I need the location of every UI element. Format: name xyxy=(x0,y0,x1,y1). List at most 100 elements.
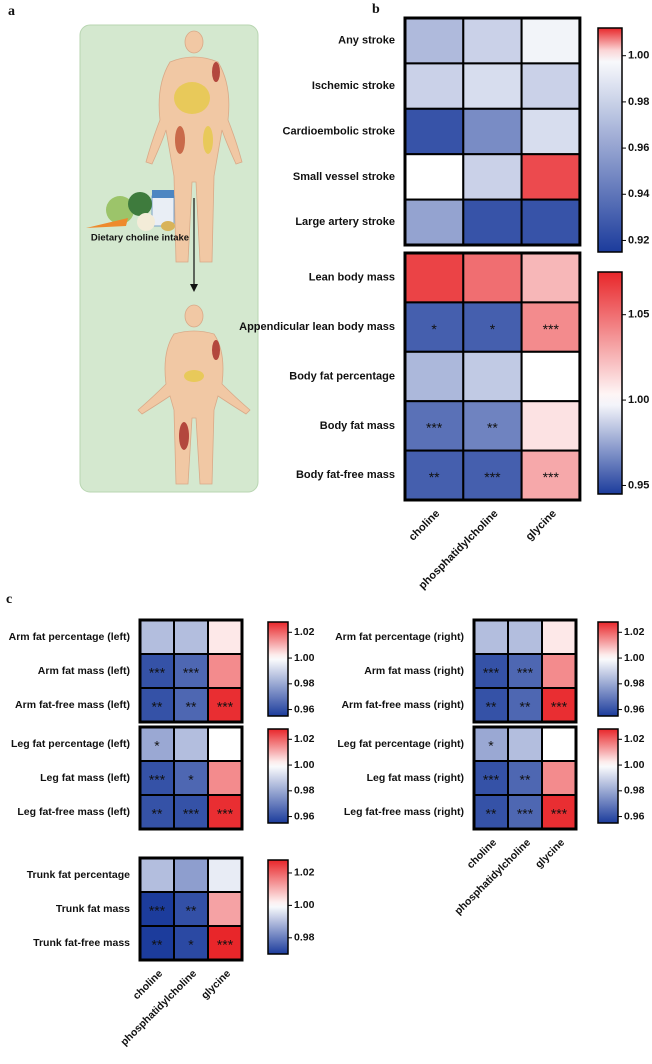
column-label: glycine xyxy=(533,836,567,870)
colorbar-tick-label: 1.00 xyxy=(628,394,649,406)
colorbar-tick-label: 0.96 xyxy=(294,703,315,715)
heatmap-border xyxy=(472,725,578,831)
illustration: Dietary choline intake xyxy=(79,24,259,493)
heatmap-cell xyxy=(207,760,243,796)
colorbar-tick-label: 0.98 xyxy=(294,785,315,797)
heatmap-cell xyxy=(520,107,581,156)
significance-label: *** xyxy=(483,665,500,681)
colorbar xyxy=(597,621,619,717)
significance-label: *** xyxy=(483,772,500,788)
column-label: choline xyxy=(407,508,443,544)
row-label: Leg fat-free mass (left) xyxy=(17,806,130,818)
row-label: Body fat-free mass xyxy=(296,469,395,481)
row-label: Arm fat percentage (right) xyxy=(335,631,464,643)
significance-label: ** xyxy=(520,699,531,715)
row-label: Arm fat-free mass (right) xyxy=(341,699,464,711)
heatmap-cell xyxy=(462,17,523,65)
heatmap-border xyxy=(403,16,582,247)
row-label: Leg fat mass (right) xyxy=(367,772,464,784)
colorbar-tick-label: 1.00 xyxy=(624,652,645,664)
heatmap-cell xyxy=(507,619,543,655)
row-label: Body fat percentage xyxy=(289,370,395,382)
heatmap-cell xyxy=(207,726,243,762)
panel-label: b xyxy=(372,2,380,17)
significance-label: * xyxy=(488,738,494,754)
heatmap-cell xyxy=(541,726,577,762)
heatmap-border xyxy=(138,856,244,962)
colorbar-tick-label: 0.98 xyxy=(624,678,645,690)
significance-label: *** xyxy=(551,699,568,715)
heatmap-border xyxy=(403,251,582,502)
significance-label: ** xyxy=(487,420,498,436)
colorbar xyxy=(267,621,289,717)
heatmap-cell xyxy=(520,153,581,201)
colorbar-tick-label: 1.02 xyxy=(624,626,645,638)
colorbar-tick-label: 0.98 xyxy=(294,678,315,690)
row-label: Trunk fat mass xyxy=(56,903,130,915)
heatmap-cell xyxy=(173,619,209,655)
row-label: Arm fat mass (right) xyxy=(364,665,464,677)
heatmap-cell xyxy=(207,653,243,689)
significance-label: ** xyxy=(152,699,163,715)
heatmap-cell xyxy=(139,619,175,655)
significance-label: *** xyxy=(543,469,560,485)
heatmap-cell xyxy=(507,794,543,830)
heatmap-cell xyxy=(541,619,577,655)
heatmap-cell xyxy=(462,449,523,502)
significance-label: *** xyxy=(517,665,534,681)
fat xyxy=(203,126,213,154)
heatmap-cell xyxy=(462,62,523,110)
heatmap-cell xyxy=(541,760,577,796)
illustration-caption: Dietary choline intake xyxy=(91,233,189,244)
significance-label: ** xyxy=(520,772,531,788)
row-label: Arm fat mass (left) xyxy=(38,665,130,677)
colorbar-tick-label: 0.95 xyxy=(628,479,649,491)
heatmap-cell xyxy=(520,400,581,452)
heatmap-cell xyxy=(404,301,465,353)
muscle xyxy=(212,62,220,82)
colorbar-tick-label: 0.92 xyxy=(628,234,649,246)
heatmap-cell xyxy=(139,857,175,893)
colorbar xyxy=(597,27,623,253)
fat xyxy=(174,82,210,114)
heatmap-cell xyxy=(207,891,243,927)
significance-label: ** xyxy=(486,699,497,715)
colorbar-tick-label: 0.96 xyxy=(624,703,645,715)
heatmap-cell xyxy=(404,198,465,247)
significance-label: ** xyxy=(152,806,163,822)
significance-label: ** xyxy=(429,469,440,485)
body-after xyxy=(137,304,251,485)
colorbar xyxy=(597,271,623,495)
heatmap-cell xyxy=(507,726,543,762)
heatmap-cell xyxy=(462,301,523,353)
row-label: Large artery stroke xyxy=(295,216,395,228)
colorbar-tick-label: 0.98 xyxy=(624,785,645,797)
heatmap-cell xyxy=(207,857,243,893)
significance-label: *** xyxy=(183,665,200,681)
muscle xyxy=(179,422,189,450)
colorbar-tick-label: 1.02 xyxy=(294,626,315,638)
heatmap-cell xyxy=(520,17,581,65)
row-label: Leg fat-free mass (right) xyxy=(344,806,464,818)
heatmap-cell xyxy=(173,726,209,762)
significance-label: *** xyxy=(217,806,234,822)
colorbar xyxy=(267,728,289,824)
heatmap-border xyxy=(138,618,244,724)
heatmap-cell xyxy=(462,198,523,247)
heatmap-cell xyxy=(404,62,465,110)
significance-label: *** xyxy=(149,772,166,788)
heatmap-border xyxy=(472,618,578,724)
row-label: Ischemic stroke xyxy=(312,80,395,92)
heatmap-cell xyxy=(404,400,465,452)
significance-label: ** xyxy=(186,903,197,919)
row-label: Cardioembolic stroke xyxy=(283,125,395,137)
row-label: Appendicular lean body mass xyxy=(239,321,395,333)
significance-label: * xyxy=(154,738,160,754)
colorbar-tick-label: 1.00 xyxy=(624,759,645,771)
row-label: Arm fat percentage (left) xyxy=(9,631,130,643)
colorbar-tick-label: 1.05 xyxy=(628,309,649,321)
significance-label: * xyxy=(188,772,194,788)
heatmap-cell xyxy=(404,252,465,304)
colorbar-tick-label: 1.00 xyxy=(294,759,315,771)
